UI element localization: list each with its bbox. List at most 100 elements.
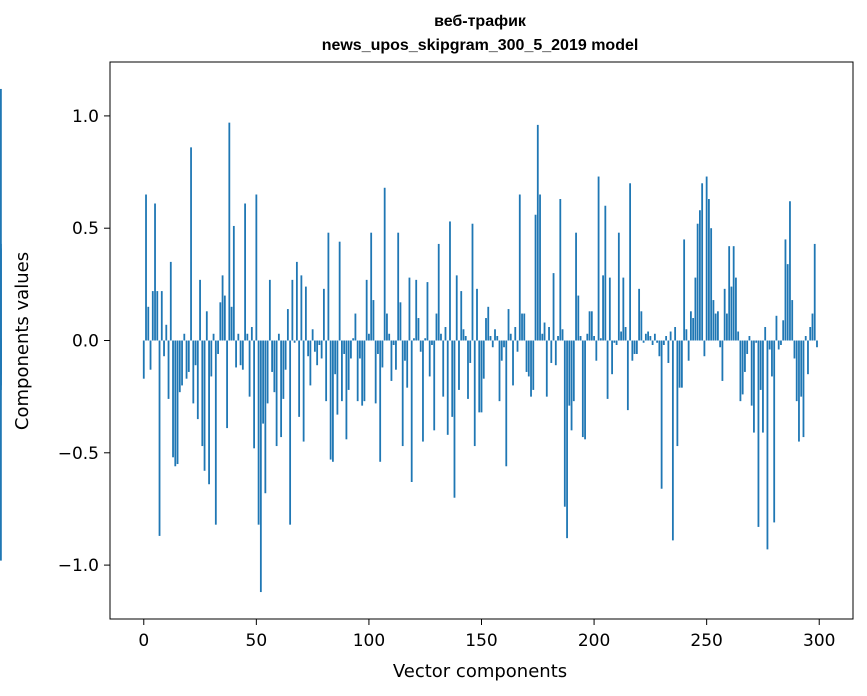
bar-213: [622, 277, 625, 341]
bar-12: [169, 261, 172, 341]
bar-138: [453, 340, 456, 498]
bar-178: [543, 322, 546, 341]
bar-236: [674, 327, 677, 341]
bar-258: [723, 288, 726, 341]
bar-94: [354, 313, 357, 341]
bar-84: [332, 340, 334, 462]
bar-226: [651, 340, 654, 345]
bar-49: [253, 340, 255, 449]
bar-249: [703, 340, 706, 357]
bar-107: [383, 187, 386, 341]
bar-133: [442, 340, 445, 397]
bar-40: [232, 225, 235, 341]
bar-275: [762, 340, 764, 433]
bar-90: [345, 340, 348, 440]
bar-184: [557, 336, 559, 341]
x-tick-label-150: 150: [465, 631, 497, 651]
bar-114: [399, 302, 402, 341]
bar-55: [266, 340, 269, 404]
bars-group: [0, 88, 818, 593]
bar-11: [167, 340, 170, 399]
bar-219: [635, 340, 638, 354]
x-tick-label-100: 100: [353, 631, 385, 651]
bar-241: [685, 329, 688, 341]
bar-121: [415, 279, 418, 341]
x-tick-label-0: 0: [138, 631, 149, 651]
bar-169: [523, 313, 526, 341]
bar-250: [705, 176, 708, 341]
bar-32: [214, 340, 217, 525]
bar-64: [286, 309, 289, 341]
bar-104: [377, 340, 379, 354]
bar-68: [295, 261, 298, 341]
y-tick-label-2: 0.0: [72, 332, 99, 352]
bar-132: [440, 333, 442, 341]
bar-125: [424, 338, 427, 341]
bar-269: [748, 336, 751, 341]
bar-130: [435, 313, 438, 341]
bar-267: [744, 340, 746, 372]
bar-152: [485, 318, 487, 341]
bar-5: [154, 203, 156, 341]
bar-256: [719, 340, 722, 348]
bar-180: [548, 327, 550, 341]
bar-20: [187, 340, 190, 372]
bar-176: [539, 194, 541, 341]
bar-92: [350, 340, 352, 359]
bar-77: [316, 340, 319, 366]
bar-201: [595, 340, 598, 361]
bar-243: [689, 311, 692, 341]
bar-193: [577, 295, 580, 341]
bar-240: [683, 239, 686, 341]
bar-161: [505, 340, 508, 467]
bar-154: [489, 336, 492, 341]
bar-217: [631, 340, 634, 361]
x-tick-label-300: 300: [803, 631, 835, 651]
bar-186: [561, 329, 564, 341]
bar-28: [205, 311, 208, 341]
bar-99: [365, 279, 368, 341]
y-tick-label-3: 0.5: [72, 219, 99, 239]
bar-146: [471, 223, 474, 341]
bar-83: [329, 340, 332, 460]
bar-185: [559, 199, 562, 341]
bar-2: [147, 306, 150, 341]
bar-296: [809, 327, 812, 341]
bar-188: [566, 340, 568, 539]
bar-65: [289, 340, 292, 525]
bar-108: [386, 313, 388, 341]
bar-227: [653, 333, 656, 341]
bar-109: [388, 333, 391, 341]
bar-168: [521, 313, 523, 341]
bar-167: [518, 194, 521, 341]
bar-191: [572, 340, 575, 402]
bar-281: [775, 315, 778, 341]
bar-232: [665, 336, 668, 341]
bar-239: [680, 340, 683, 388]
bar-137: [451, 340, 454, 417]
bar-298: [813, 243, 816, 341]
bar-248: [701, 183, 704, 341]
bar-198: [588, 311, 591, 341]
bar-252: [710, 228, 713, 341]
bar-undefined: [0, 340, 2, 375]
bar-48: [250, 327, 253, 341]
bar-295: [807, 340, 809, 375]
bar-62: [282, 340, 285, 399]
bar-110: [390, 340, 393, 381]
bar-222: [642, 340, 645, 343]
bar-190: [570, 340, 573, 431]
bar-41: [235, 340, 237, 368]
x-tick-label-200: 200: [578, 631, 610, 651]
bar-39: [230, 306, 233, 341]
bar-27: [203, 340, 206, 471]
bar-144: [467, 340, 469, 399]
bar-135: [446, 340, 449, 435]
bar-149: [478, 340, 481, 413]
bar-61: [280, 340, 283, 438]
chart-subtitle: news_upos_skipgram_300_5_2019 model: [321, 37, 639, 54]
bar-183: [554, 340, 557, 366]
bar-242: [687, 340, 690, 361]
